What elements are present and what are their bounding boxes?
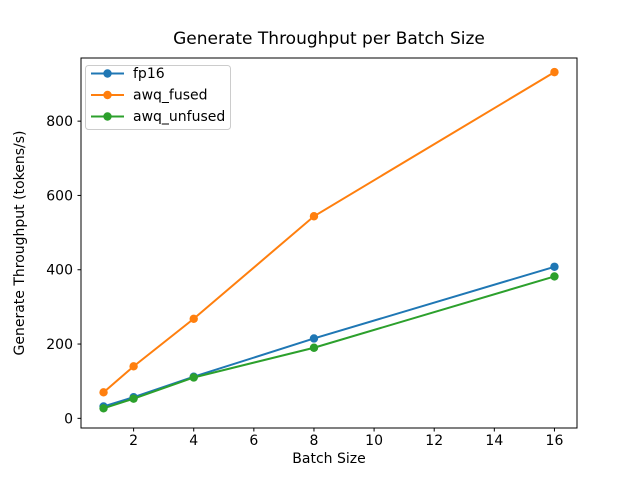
legend-marker-awq_fused (103, 90, 112, 100)
legend-marker-awq_unfused (103, 112, 112, 121)
y-tick-label: 0 (64, 411, 73, 427)
data-point-awq_unfused-x16 (550, 272, 559, 281)
y-tick-label: 600 (46, 188, 73, 204)
x-axis-label: Batch Size (292, 451, 365, 467)
data-point-awq_unfused-x1 (99, 404, 108, 413)
chart-title: Generate Throughput per Batch Size (173, 29, 485, 49)
legend: fp16 awq_fused awq_unfused (85, 65, 231, 130)
x-tick-label: 14 (485, 433, 503, 449)
legend-label-awq_unfused: awq_unfused (133, 109, 225, 125)
legend-box (85, 65, 231, 130)
x-tick-label: 2 (129, 433, 138, 449)
data-series (99, 67, 559, 413)
data-point-awq_fused-x4 (189, 314, 198, 323)
x-tick-label: 10 (365, 433, 383, 449)
x-tick-label: 4 (189, 433, 198, 449)
legend-label-fp16: fp16 (133, 66, 165, 82)
y-tick-label: 200 (46, 337, 73, 353)
x-tick-label: 6 (249, 433, 258, 449)
data-point-fp16-x16 (550, 262, 559, 271)
legend-marker-fp16 (103, 69, 112, 78)
data-point-awq_unfused-x2 (129, 394, 138, 403)
data-point-awq_unfused-x8 (309, 343, 319, 352)
x-tick-label: 16 (546, 433, 564, 449)
data-point-awq_fused-x1 (99, 388, 108, 397)
series-line-awq_unfused (103, 275, 555, 410)
plot-area-frame (80, 57, 578, 429)
data-point-awq_unfused-x4 (189, 373, 198, 382)
data-point-awq_fused-x16 (550, 67, 559, 77)
x-axis-ticks: 2 4 6 8 10 12 14 16 (129, 428, 563, 449)
data-point-awq_fused-x2 (129, 362, 138, 371)
data-point-awq_fused-x8 (309, 212, 319, 221)
y-tick-label: 800 (46, 114, 73, 130)
x-tick-label: 12 (425, 433, 443, 449)
data-point-fp16-x8 (309, 334, 319, 343)
y-axis-ticks: 0 200 400 600 800 (46, 114, 81, 427)
legend-label-awq_fused: awq_fused (133, 88, 208, 104)
x-tick-label: 8 (310, 433, 319, 449)
y-tick-label: 400 (46, 263, 73, 279)
y-axis-label: Generate Throughput (tokens/s) (12, 131, 28, 356)
